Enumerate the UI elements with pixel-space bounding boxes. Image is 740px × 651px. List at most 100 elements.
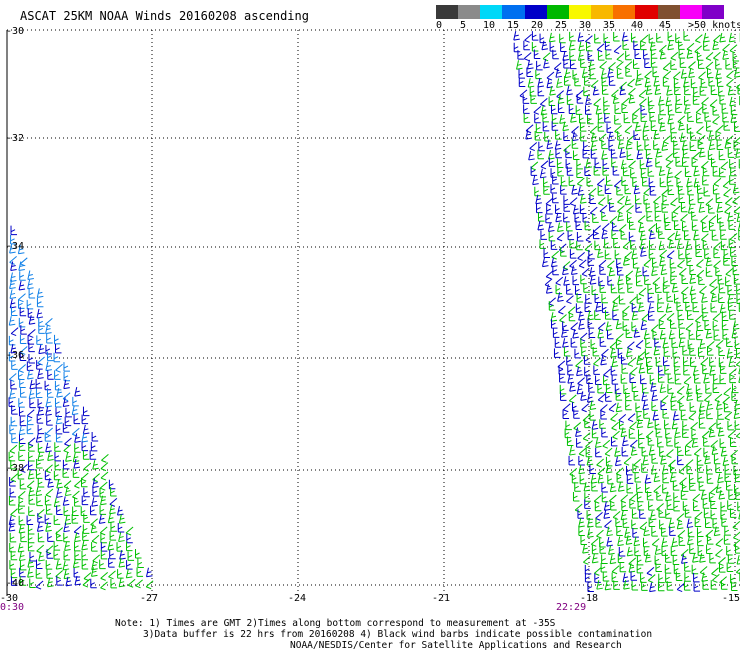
wind-barb [596,302,602,311]
wind-barb [20,334,26,343]
wind-barb [661,266,667,275]
wind-barb [600,205,607,213]
wind-barb [612,422,619,430]
wind-barb [699,286,706,294]
wind-barb [577,178,584,186]
wind-barb [9,336,15,345]
wind-barb [536,124,542,133]
wind-barb [566,421,572,430]
wind-barb [553,194,559,203]
wind-barb [644,409,650,418]
wind-barb [664,71,671,79]
wind-barb [683,501,689,510]
wind-barb [631,169,637,178]
wind-barb [45,381,51,390]
wind-barb [699,72,706,80]
wind-barb [656,223,662,232]
wind-barb [570,198,577,206]
wind-barb [694,582,700,591]
wind-barb [47,334,53,343]
wind-barb [684,377,691,385]
wind-barb [30,380,36,389]
wind-barb [551,240,557,249]
wind-barb [675,375,681,384]
wind-barb [11,569,17,578]
wind-barb [533,176,539,185]
wind-barb [576,105,582,114]
wind-barb [109,571,116,579]
wind-barb [686,440,693,448]
wind-barb [617,53,624,61]
wind-barb [580,114,586,123]
wind-barb [722,321,728,330]
wind-barb [75,533,81,542]
wind-barb [592,286,598,295]
wind-barb [735,420,740,429]
wind-barb [697,270,704,278]
time-label-left: 0:30 [0,602,24,613]
wind-barb [10,389,16,398]
wind-barb [38,533,44,542]
wind-barb [570,32,576,41]
wind-barb [607,123,613,132]
wind-barb [9,316,15,325]
wind-barb [692,430,698,439]
wind-barb [645,141,651,150]
wind-barb [136,549,142,558]
wind-barb [587,393,593,402]
wind-barb [56,344,62,353]
wind-barb [693,152,700,160]
wind-barb [682,482,688,491]
wind-barb [641,169,647,178]
wind-barb [54,498,60,507]
wind-barb [685,231,691,240]
wind-barb [63,561,69,570]
wind-barb [705,320,711,329]
wind-barb [551,184,557,193]
wind-barb [637,356,643,365]
wind-barb [728,431,735,439]
wind-barb [600,544,606,553]
wind-barb [561,391,567,400]
wind-barb [717,203,723,212]
wind-barb [30,399,36,408]
wind-barb [523,94,529,103]
wind-barb [537,204,543,213]
wind-barb [723,180,730,188]
wind-barb [611,366,617,375]
wind-barb [617,527,623,536]
wind-barb [577,94,583,103]
wind-barb [19,398,25,407]
wind-barb [564,276,570,285]
wind-barb [671,52,678,60]
wind-barb [649,249,655,258]
wind-barb [118,569,124,578]
wind-barb [645,71,652,79]
wind-barb [635,473,641,482]
wind-barb [652,392,658,401]
wind-barb [37,509,44,517]
wind-barb [28,470,34,479]
wind-barb [643,131,649,140]
wind-barb [707,341,714,349]
wind-barb [600,405,607,413]
wind-barb [647,567,654,575]
lat-label-38: -38 [6,463,24,474]
wind-barb [687,257,693,266]
wind-barb [47,569,53,578]
wind-barb [29,315,35,324]
wind-barb [28,370,34,379]
wind-barb [602,493,608,502]
wind-barb [710,287,717,295]
wind-barb [690,286,696,295]
wind-barb [589,328,595,337]
wind-barb [667,169,673,178]
wind-barb [660,50,666,59]
lon-label-27: -27 [140,593,158,604]
wind-barb [733,196,740,204]
wind-barb [620,149,626,158]
note-line-3: NOAA/NESDIS/Center for Satellite Applica… [290,640,622,651]
wind-barb [643,384,649,393]
wind-barb [110,531,116,540]
wind-barb [607,176,613,185]
